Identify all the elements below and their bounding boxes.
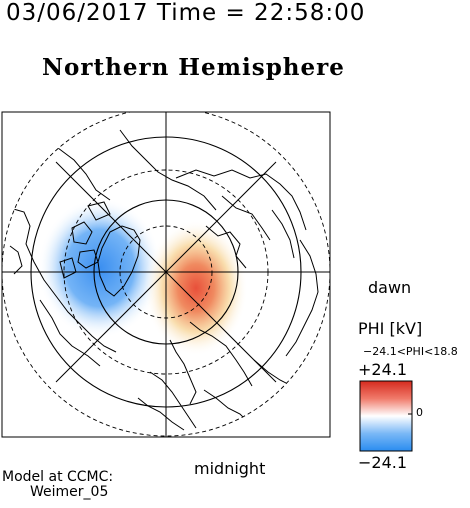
positive-potential-cell [144, 220, 248, 356]
colorbar-title: PHI [kV] [358, 319, 423, 338]
colorbar-zero-label: 0 [416, 406, 423, 419]
colorbar-min-label: −24.1 [358, 453, 408, 472]
coastlines [9, 129, 319, 431]
midnight-label: midnight [194, 459, 266, 478]
hemisphere-title: Northern Hemisphere [42, 54, 345, 81]
map-frame [1, 111, 331, 438]
timestamp: 03/06/2017 Time = 22:58:00 [6, 0, 366, 26]
model-name: Weimer_05 [30, 484, 109, 500]
model-credit: Model at CCMC: [2, 469, 114, 485]
colorbar-max-label: +24.1 [358, 360, 408, 379]
coordinate-grid [2, 112, 330, 437]
colorbar-range: −24.1<PHI<18.8 [363, 345, 458, 358]
negative-potential-cell [38, 198, 162, 338]
dawn-label: dawn [368, 278, 412, 297]
